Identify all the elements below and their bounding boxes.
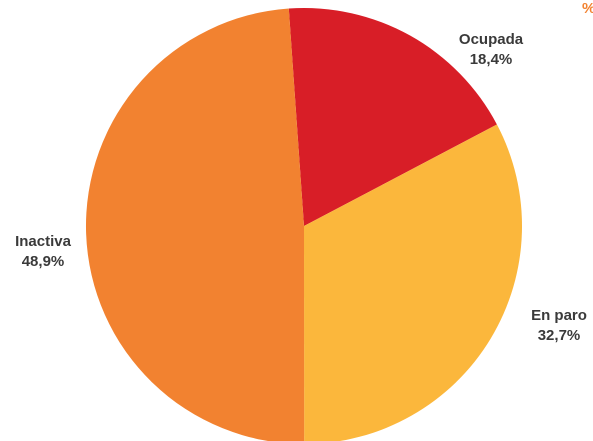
slice-name: En paro [531,307,587,324]
slice-label-ocupada: Ocupada 18,4% [459,31,524,68]
unit-label: % [582,0,593,17]
slice-name: Inactiva [15,233,72,250]
slice-value: 32,7% [538,327,581,344]
pie-slice-inactiva [86,9,304,441]
slice-value: 48,9% [22,253,65,270]
pie-slices [86,8,522,441]
slice-value: 18,4% [470,51,513,68]
slice-name: Ocupada [459,31,524,48]
slice-label-en-paro: En paro 32,7% [531,307,587,344]
slice-label-inactiva: Inactiva 48,9% [15,233,72,270]
